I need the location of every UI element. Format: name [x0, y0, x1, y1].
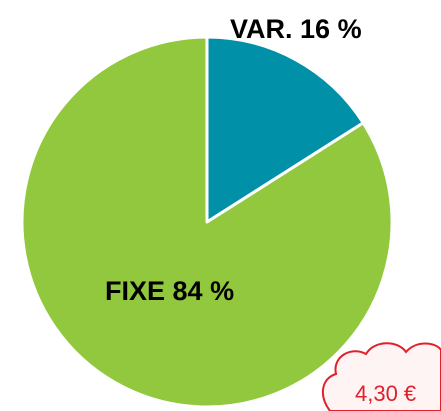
callout-cloud	[321, 342, 441, 411]
callout-text: 4,30 €	[355, 381, 416, 406]
pie	[20, 35, 394, 409]
slice-category: FIXE	[105, 276, 165, 306]
slice-label: FIXE 84 %	[105, 276, 234, 306]
slice-label: VAR. 16 %	[230, 14, 362, 44]
pie-slice	[205, 35, 365, 224]
slice-value-label: 84 %	[173, 276, 235, 306]
slice-category: VAR.	[230, 14, 293, 44]
callout: 4,30 €	[321, 342, 441, 411]
pie-slice	[20, 35, 394, 409]
slice-value-label: 16 %	[300, 14, 362, 44]
